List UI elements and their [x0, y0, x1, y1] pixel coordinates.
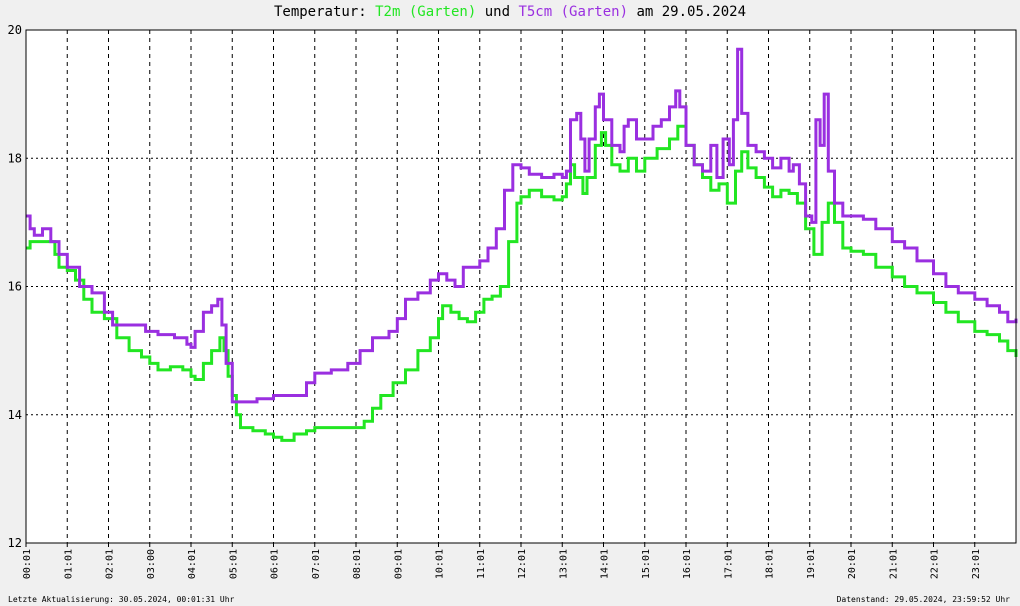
x-tick-label: 01:01	[63, 549, 74, 579]
title-series1: T2m (Garten)	[375, 4, 477, 20]
series-line-t2m	[26, 124, 1018, 442]
last-update-text: Letzte Aktualisierung: 30.05.2024, 00:01…	[8, 595, 235, 604]
y-tick-label: 12	[8, 536, 22, 550]
x-tick-label: 05:01	[228, 549, 239, 579]
x-tick-label: 00:01	[22, 549, 33, 579]
title-mid: und	[476, 4, 519, 20]
x-tick-label: 20:01	[847, 549, 858, 579]
x-tick-label: 09:01	[393, 549, 404, 579]
x-tick-label: 06:01	[270, 549, 281, 579]
y-tick-label: 20	[8, 23, 22, 37]
x-tick-label: 08:01	[352, 549, 363, 579]
series-line-t5cm	[26, 47, 1018, 404]
x-tick-label: 13:01	[558, 549, 569, 579]
title-series2: T5cm (Garten)	[518, 4, 629, 20]
x-tick-label: 07:01	[311, 549, 322, 579]
x-tick-label: 16:01	[682, 549, 693, 579]
x-tick-label: 14:01	[600, 549, 611, 579]
x-tick-label: 04:01	[187, 549, 198, 579]
title-suffix: am 29.05.2024	[628, 4, 747, 20]
x-tick-label: 15:01	[641, 549, 652, 579]
x-tick-label: 18:01	[765, 549, 776, 579]
x-tick-label: 17:01	[723, 549, 734, 579]
data-status-text: Datenstand: 29.05.2024, 23:59:52 Uhr	[836, 595, 1010, 604]
y-tick-label: 16	[8, 280, 22, 294]
x-tick-label: 19:01	[806, 549, 817, 579]
y-tick-label: 14	[8, 408, 22, 422]
x-tick-label: 12:01	[517, 549, 528, 579]
plot-frame	[25, 29, 1017, 544]
y-tick-label: 18	[8, 151, 22, 165]
x-tick-label: 11:01	[476, 549, 487, 579]
x-tick-label: 22:01	[930, 549, 941, 579]
x-tick-label: 21:01	[888, 549, 899, 579]
x-tick-label: 23:01	[971, 549, 982, 579]
x-tick-label: 03:00	[146, 549, 157, 579]
title-prefix: Temperatur:	[273, 4, 376, 20]
x-tick-label: 10:01	[435, 549, 446, 579]
x-tick-label: 02:01	[105, 549, 116, 579]
chart-title: Temperatur: T2m (Garten) und T5cm (Garte…	[0, 4, 1020, 20]
